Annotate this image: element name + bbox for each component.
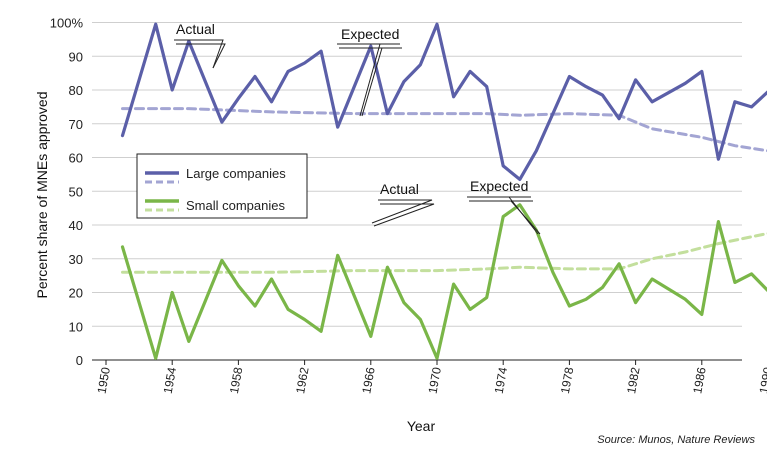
series-lines: [120, 22, 767, 360]
annotation-small-actual-leader-2: [373, 203, 435, 227]
annotation-large-expected-leader: [337, 43, 400, 117]
x-tick-label: 1954: [161, 366, 179, 395]
x-tick-label: 1986: [690, 366, 708, 395]
x-tick-label: 1950: [95, 366, 113, 395]
y-tick-label: 10: [69, 319, 83, 334]
legend-box: [136, 153, 308, 219]
annotation-small-actual: Actual: [371, 181, 435, 227]
y-tick-label: 30: [69, 252, 83, 267]
x-tick-label: 1982: [624, 366, 642, 395]
y-tick-label: 20: [69, 286, 83, 301]
source-note: Source: Munos, Nature Reviews: [597, 434, 755, 446]
annotation-large-expected: Expected: [337, 26, 402, 117]
y-tick-label: 0: [76, 353, 83, 368]
x-tick-label: 1966: [359, 366, 377, 395]
annotation-small-actual-leader: [371, 199, 433, 224]
y-tick-label: 60: [69, 151, 83, 166]
annotation-small-expected-leader-2: [469, 200, 541, 235]
x-tick-label: 1978: [558, 366, 576, 395]
legend-label-small: Small companies: [186, 198, 285, 213]
series-line-small-companies: [120, 203, 767, 360]
y-tick-label: 70: [69, 117, 83, 132]
annotation-small-expected-label: Expected: [470, 178, 528, 194]
annotation-large-actual-leader: [174, 39, 224, 69]
series-line-large-companies-expected: [121, 107, 767, 153]
y-tick-label: 50: [69, 184, 83, 199]
x-axis-ticks: 1950 1954 1958 1962 1966 1970 1974 1978 1982 1986…: [95, 360, 767, 395]
annotation-large-actual: Actual: [174, 21, 226, 69]
legend: Large companies Small companies: [136, 153, 308, 219]
y-tick-label: 90: [69, 49, 83, 64]
y-tick-label: 100%: [50, 16, 84, 31]
y-axis-label: Percent share of MNEs approved: [34, 92, 50, 299]
x-tick-label: 1958: [227, 366, 245, 395]
annotation-small-expected: Expected: [467, 178, 541, 235]
legend-label-large: Large companies: [186, 166, 286, 181]
annotation-large-actual-label: Actual: [176, 21, 215, 37]
series-line-small-companies-expected: [121, 232, 767, 274]
annotation-small-actual-label: Actual: [380, 181, 419, 197]
y-tick-label: 40: [69, 218, 83, 233]
x-tick-label: 1970: [426, 366, 444, 395]
annotation-large-expected-leader-2: [339, 47, 402, 117]
y-axis-ticks: 0 10 20 30 40 50 60 70 80 90 100%: [50, 16, 84, 369]
y-tick-label: 80: [69, 83, 83, 98]
x-tick-label: 1974: [492, 366, 510, 395]
annotation-large-expected-label: Expected: [341, 26, 399, 42]
x-tick-label: 1990: [757, 366, 767, 395]
x-tick-label: 1962: [293, 366, 311, 395]
annotation-large-actual-leader-2: [176, 43, 226, 69]
series-line-large-companies: [120, 22, 767, 181]
x-axis-label: Year: [407, 418, 436, 434]
